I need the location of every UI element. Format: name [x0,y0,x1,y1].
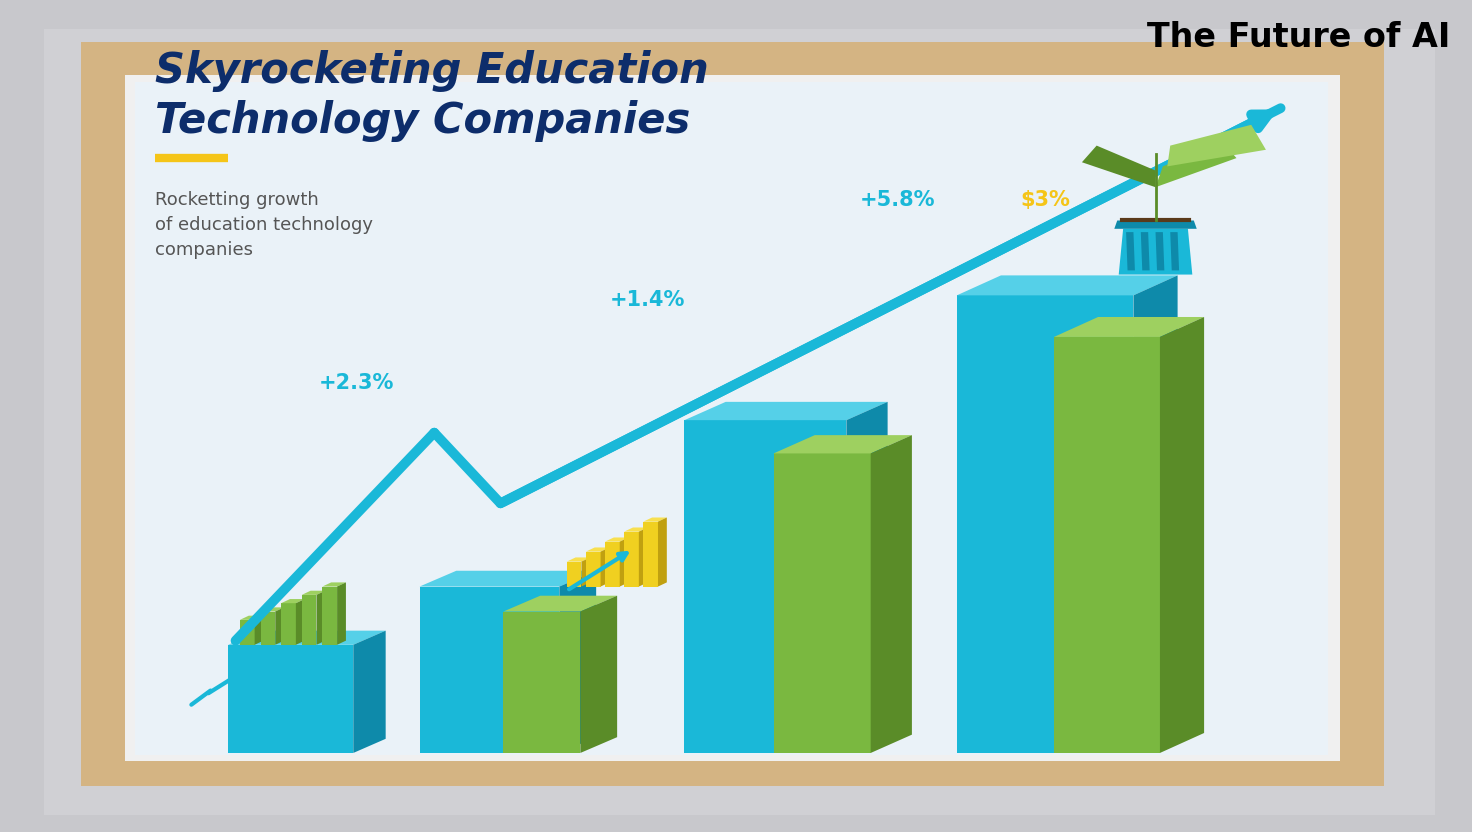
FancyBboxPatch shape [81,42,1384,786]
Polygon shape [261,612,275,645]
Polygon shape [684,402,888,420]
Polygon shape [846,402,888,753]
Polygon shape [353,631,386,753]
FancyArrowPatch shape [570,553,627,589]
Polygon shape [774,435,913,453]
Polygon shape [322,582,346,587]
Polygon shape [871,435,913,753]
Polygon shape [1119,229,1192,275]
Polygon shape [605,537,629,542]
Polygon shape [261,607,284,612]
Polygon shape [1156,232,1164,270]
FancyArrowPatch shape [503,114,1269,502]
Text: The Future of AI: The Future of AI [1147,21,1450,54]
Polygon shape [275,607,284,645]
Polygon shape [228,645,353,753]
Text: Rocketting growth
of education technology
companies: Rocketting growth of education technolog… [155,191,372,260]
Polygon shape [240,620,255,645]
Polygon shape [337,582,346,645]
Polygon shape [281,603,296,645]
Polygon shape [567,562,581,587]
Polygon shape [624,532,639,587]
Polygon shape [1054,317,1204,337]
Polygon shape [503,596,617,612]
Polygon shape [567,557,590,562]
FancyBboxPatch shape [44,29,1435,815]
Polygon shape [586,547,609,552]
Polygon shape [1170,232,1179,270]
Polygon shape [684,420,846,753]
Polygon shape [605,542,620,587]
Polygon shape [302,591,325,595]
Polygon shape [1167,125,1266,166]
Polygon shape [1114,220,1197,229]
Text: Technology Companies: Technology Companies [155,100,690,141]
Polygon shape [296,599,305,645]
Polygon shape [559,571,596,753]
Polygon shape [624,527,648,532]
Polygon shape [957,295,1133,753]
Polygon shape [1082,146,1156,187]
Polygon shape [255,616,263,645]
Polygon shape [957,275,1178,295]
Polygon shape [1156,141,1236,187]
Polygon shape [503,612,580,753]
Polygon shape [774,453,871,753]
Polygon shape [228,631,386,645]
Polygon shape [643,522,658,587]
Polygon shape [1160,317,1204,753]
Polygon shape [1054,337,1160,753]
FancyBboxPatch shape [125,75,1340,761]
Text: +2.3%: +2.3% [318,373,394,393]
Text: +1.4%: +1.4% [609,290,686,310]
Polygon shape [302,595,316,645]
Polygon shape [658,518,667,587]
Polygon shape [1141,232,1150,270]
Polygon shape [586,552,601,587]
Polygon shape [281,599,305,603]
Text: +5.8%: +5.8% [860,190,936,210]
Polygon shape [420,587,559,753]
Polygon shape [316,591,325,645]
FancyBboxPatch shape [135,82,1328,755]
Polygon shape [1126,232,1135,270]
Polygon shape [1133,275,1178,753]
FancyArrowPatch shape [209,657,266,693]
Text: Skyrocketing Education: Skyrocketing Education [155,50,708,92]
Polygon shape [639,527,648,587]
Polygon shape [240,616,263,620]
Polygon shape [601,547,609,587]
Text: $3%: $3% [1020,190,1070,210]
Polygon shape [620,537,629,587]
Polygon shape [420,571,596,587]
Polygon shape [581,557,590,587]
Polygon shape [580,596,617,753]
Polygon shape [322,587,337,645]
Polygon shape [643,518,667,522]
